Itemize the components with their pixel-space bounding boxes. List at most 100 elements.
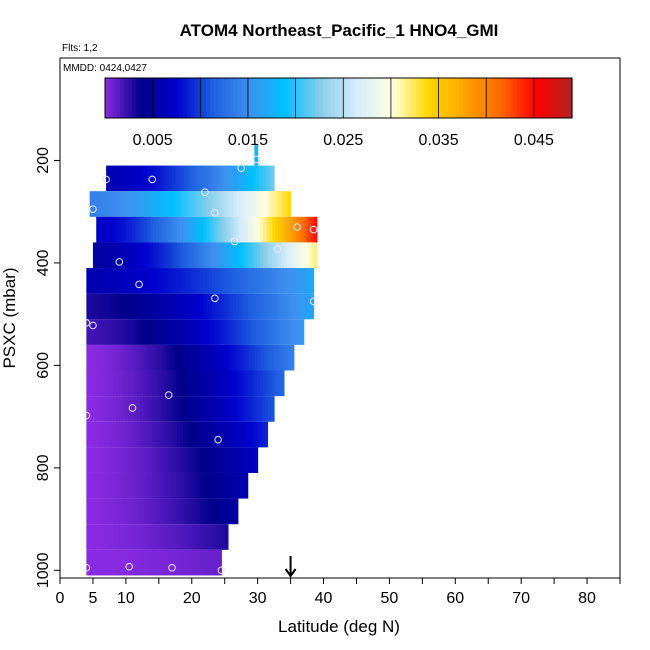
- heatmap-cell: [86, 421, 90, 448]
- colorbar-segment: [167, 78, 172, 118]
- heatmap-cell: [217, 396, 221, 422]
- heatmap-cell: [154, 498, 159, 525]
- heatmap-cell: [209, 370, 213, 397]
- heatmap-cell: [245, 242, 249, 269]
- heatmap-cell: [107, 268, 111, 294]
- heatmap-cell: [204, 421, 208, 448]
- colorbar-segment: [533, 78, 538, 118]
- colorbar-segment: [268, 78, 273, 118]
- heatmap-cell: [122, 293, 126, 320]
- heatmap-cell: [161, 421, 166, 448]
- heatmap-cell: [185, 370, 189, 397]
- heatmap-cell: [98, 242, 103, 269]
- heatmap-cell: [104, 549, 108, 576]
- heatmap-cell: [193, 396, 198, 422]
- heatmap-cell: [161, 472, 165, 499]
- heatmap-cell: [259, 165, 263, 192]
- heatmap-cell: [107, 498, 111, 525]
- heatmap-cell: [98, 268, 102, 294]
- heatmap-cell: [256, 165, 260, 192]
- heatmap-cell: [224, 216, 228, 243]
- heatmap-cell: [89, 268, 93, 294]
- colorbar-segment: [435, 78, 441, 118]
- heatmap-cell: [188, 344, 193, 371]
- heatmap-cell: [245, 191, 250, 217]
- heatmap-cell: [190, 396, 195, 422]
- heatmap-cell: [310, 242, 315, 269]
- heatmap-cell: [140, 472, 144, 499]
- heatmap-cell: [290, 344, 295, 371]
- heatmap-cell: [297, 319, 302, 345]
- heatmap-cell: [291, 319, 296, 345]
- heatmap-cell: [113, 344, 117, 371]
- heatmap-cell: [137, 524, 142, 550]
- heatmap-cell: [167, 268, 171, 294]
- colorbar-segment: [466, 78, 472, 118]
- heatmap-cell: [299, 242, 303, 269]
- heatmap-cell: [219, 421, 223, 448]
- heatmap-cell: [248, 370, 252, 397]
- heatmap-cell: [129, 216, 133, 243]
- colorbar-segment: [190, 78, 196, 118]
- heatmap-cell: [226, 396, 230, 422]
- heatmap-cell: [259, 268, 264, 294]
- heatmap-cell: [220, 165, 224, 192]
- heatmap-cell: [272, 216, 276, 243]
- heatmap-cell: [125, 191, 130, 217]
- heatmap-cell: [104, 319, 108, 345]
- heatmap-cell: [193, 498, 197, 525]
- heatmap-cell: [226, 165, 230, 192]
- heatmap-cell: [313, 242, 318, 269]
- heatmap-cell: [173, 268, 177, 294]
- heatmap-cell: [95, 472, 99, 499]
- heatmap-cell: [229, 165, 233, 192]
- heatmap-cell: [158, 268, 162, 294]
- heatmap-cell: [96, 216, 100, 243]
- heatmap-cell: [248, 191, 253, 217]
- heatmap-cell: [185, 216, 190, 243]
- heatmap-cell: [128, 524, 133, 550]
- heatmap-cell: [248, 216, 252, 243]
- heatmap-cell: [116, 524, 121, 550]
- heatmap-cell: [182, 191, 187, 217]
- heatmap-cell: [214, 293, 219, 320]
- colorbar-segment: [155, 78, 161, 118]
- heatmap-cell: [176, 549, 180, 576]
- heatmap-cell: [219, 319, 223, 345]
- heatmap-cell: [280, 268, 285, 294]
- heatmap-cell: [92, 268, 96, 294]
- heatmap-cell: [170, 549, 174, 576]
- heatmap-cell: [294, 319, 299, 345]
- heatmap-cell: [185, 344, 190, 371]
- heatmap-cell: [229, 472, 234, 499]
- heatmap-cell: [95, 370, 99, 397]
- heatmap-cell: [158, 293, 162, 320]
- heatmap-cell: [190, 165, 194, 192]
- heatmap-cell: [262, 293, 267, 320]
- heatmap-cell: [202, 472, 207, 499]
- heatmap-cell: [184, 396, 189, 422]
- sample-point: [164, 391, 173, 399]
- heatmap-cell: [128, 268, 132, 294]
- heatmap-cell: [199, 396, 204, 422]
- heatmap-cell: [191, 216, 196, 243]
- heatmap-cell: [300, 319, 305, 345]
- heatmap-cell: [202, 293, 207, 320]
- heatmap-cell: [95, 498, 99, 525]
- heatmap-cell: [182, 319, 187, 345]
- heatmap-cell: [131, 421, 136, 448]
- heatmap-cell: [131, 344, 135, 371]
- heatmap-cell: [194, 344, 199, 371]
- heatmap-cell: [167, 293, 171, 320]
- heatmap-cell: [236, 370, 240, 397]
- heatmap-cell: [275, 216, 279, 243]
- heatmap-cell: [104, 268, 108, 294]
- heatmap-cell: [236, 344, 241, 371]
- heatmap-cell: [224, 524, 229, 550]
- heatmap-cell: [167, 216, 172, 243]
- heatmap-cell: [101, 472, 105, 499]
- heatmap-cell: [170, 344, 175, 371]
- heatmap-cell: [164, 216, 169, 243]
- heatmap-cell: [211, 165, 215, 192]
- heatmap-cell: [197, 344, 202, 371]
